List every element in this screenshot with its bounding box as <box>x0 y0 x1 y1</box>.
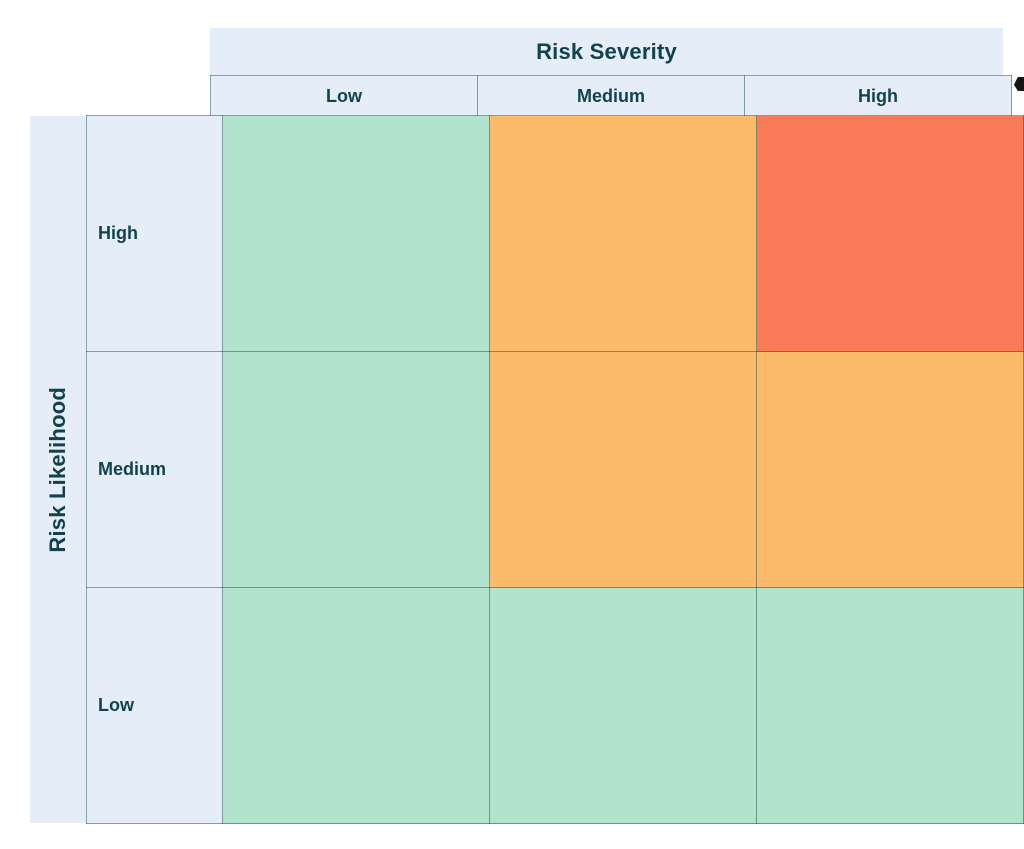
cell-low-likelihood-medium-severity <box>489 587 757 824</box>
row-header-medium: Medium <box>86 351 223 588</box>
cell-low-likelihood-low-severity <box>222 587 490 824</box>
cell-high-likelihood-low-severity <box>222 115 490 352</box>
row-axis-title: Risk Likelihood <box>45 386 70 553</box>
cell-medium-likelihood-medium-severity <box>489 351 757 588</box>
column-header-high: High <box>744 75 1012 118</box>
matrix-row-high-likelihood: High <box>86 115 1024 352</box>
row-header-low: Low <box>86 587 223 824</box>
matrix-row-medium-likelihood: Medium <box>86 351 1024 588</box>
column-header-low: Low <box>210 75 478 118</box>
clipped-edge-mark <box>1014 77 1024 91</box>
cell-medium-likelihood-high-severity <box>756 351 1024 588</box>
column-header-medium: Medium <box>477 75 745 118</box>
cell-high-likelihood-medium-severity <box>489 115 757 352</box>
matrix-row-low-likelihood: Low <box>86 587 1024 824</box>
row-axis-band: Risk Likelihood <box>30 116 86 823</box>
row-header-high: High <box>86 115 223 352</box>
cell-low-likelihood-high-severity <box>756 587 1024 824</box>
column-header-row: Low Medium High <box>210 75 1012 118</box>
matrix-grid: High Medium Low <box>86 115 1024 824</box>
cell-high-likelihood-high-severity <box>756 115 1024 352</box>
column-axis-title: Risk Severity <box>210 28 1003 75</box>
cell-medium-likelihood-low-severity <box>222 351 490 588</box>
